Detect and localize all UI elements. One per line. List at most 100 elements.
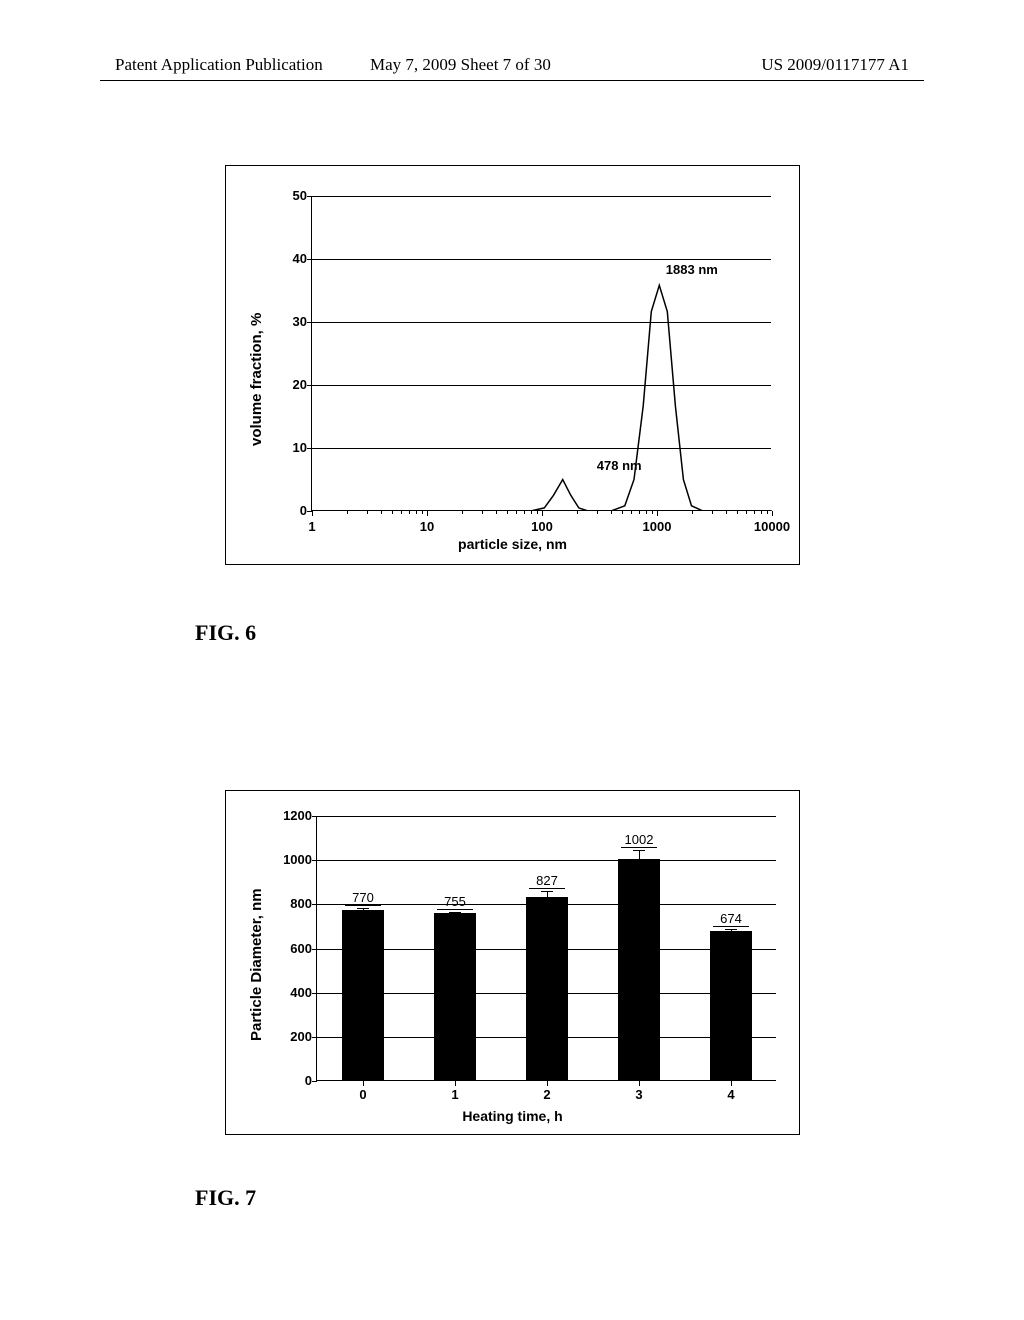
fig7-bar-value: 1002	[625, 832, 654, 847]
fig7-ytick-label: 400	[272, 985, 312, 1000]
fig6-xtick-minor	[754, 511, 755, 514]
figure-7-chart: Particle Diameter, nm 020040060080010001…	[225, 790, 800, 1135]
fig7-xtick-label: 3	[629, 1087, 649, 1102]
fig6-xtick-minor	[392, 511, 393, 514]
fig7-bar-value-underline	[345, 905, 381, 906]
header-date-sheet: May 7, 2009 Sheet 7 of 30	[370, 55, 551, 75]
fig7-bar-value-underline	[713, 926, 749, 927]
fig6-ytick-label: 40	[277, 251, 307, 266]
fig6-xtick-minor	[646, 511, 647, 514]
fig7-ytick	[312, 1081, 317, 1082]
fig6-xtick-minor	[692, 511, 693, 514]
fig6-peak-label: 1883 nm	[666, 262, 718, 277]
figure-6-caption: FIG. 6	[195, 620, 256, 646]
fig6-xtick-minor	[737, 511, 738, 514]
fig6-xtick-minor	[507, 511, 508, 514]
fig7-y-label: Particle Diameter, nm	[248, 888, 265, 1041]
fig7-bar-value: 770	[352, 890, 374, 905]
fig6-xtick-minor	[524, 511, 525, 514]
fig7-ytick	[312, 1037, 317, 1038]
fig6-ytick-label: 30	[277, 314, 307, 329]
fig6-xtick-minor	[409, 511, 410, 514]
fig6-xtick-minor	[422, 511, 423, 514]
fig7-bar	[710, 931, 751, 1080]
fig6-xtick-minor	[652, 511, 653, 514]
fig7-bar-value: 755	[444, 894, 466, 909]
fig7-bar-value-underline	[529, 888, 565, 889]
fig7-error-bar	[639, 850, 640, 860]
figure-6-container: volume fraction, % 0 10 20 30 40 50 1 10 100 1000…	[225, 165, 800, 565]
fig7-xtick-label: 2	[537, 1087, 557, 1102]
fig7-gridline	[317, 816, 776, 817]
fig6-xtick-minor	[622, 511, 623, 514]
fig7-x-label: Heating time, h	[226, 1108, 799, 1124]
fig7-ytick-label: 1000	[272, 852, 312, 867]
fig6-curve	[312, 196, 772, 511]
fig7-xtick-label: 4	[721, 1087, 741, 1102]
fig7-xtick	[547, 1081, 548, 1086]
fig6-xtick-minor	[597, 511, 598, 514]
fig7-error-cap	[725, 929, 737, 930]
fig7-ytick-label: 800	[272, 896, 312, 911]
fig7-ytick	[312, 816, 317, 817]
fig7-ytick-label: 200	[272, 1029, 312, 1044]
fig7-xtick	[639, 1081, 640, 1086]
fig7-xtick	[363, 1081, 364, 1086]
fig7-gridline	[317, 860, 776, 861]
fig6-xtick-label: 10	[407, 519, 447, 534]
fig7-error-cap	[357, 908, 369, 909]
fig7-xtick-label: 1	[445, 1087, 465, 1102]
fig6-xtick-label: 100	[522, 519, 562, 534]
fig7-ytick	[312, 860, 317, 861]
fig6-xtick-minor	[367, 511, 368, 514]
fig6-xtick-label: 1000	[637, 519, 677, 534]
fig6-ytick-label: 50	[277, 188, 307, 203]
fig7-ytick-label: 600	[272, 941, 312, 956]
fig6-xtick	[427, 511, 428, 516]
fig7-ytick-label: 1200	[272, 808, 312, 823]
fig6-xtick-minor	[496, 511, 497, 514]
fig6-ytick-label: 20	[277, 377, 307, 392]
fig7-bar	[618, 859, 659, 1080]
fig6-xtick-label: 1	[292, 519, 332, 534]
header-patent-number: US 2009/0117177 A1	[761, 55, 909, 75]
figure-7-container: Particle Diameter, nm 020040060080010001…	[225, 790, 800, 1135]
fig6-peak-label: 478 nm	[597, 458, 642, 473]
fig7-bar	[342, 910, 383, 1080]
fig6-xtick-minor	[482, 511, 483, 514]
fig6-ytick-label: 0	[277, 503, 307, 518]
fig6-plot-area: 01020304050110100100010000478 nm1883 nm	[311, 196, 771, 511]
fig6-xtick-minor	[537, 511, 538, 514]
fig7-plot-area: 0200400600800100012000770175528273100246…	[316, 816, 776, 1081]
fig6-xtick-minor	[761, 511, 762, 514]
fig6-xtick	[312, 511, 313, 516]
fig7-error-cap	[449, 912, 461, 913]
fig7-bar	[526, 897, 567, 1080]
fig6-xtick-minor	[416, 511, 417, 514]
figure-6-chart: volume fraction, % 0 10 20 30 40 50 1 10 100 1000…	[225, 165, 800, 565]
fig6-xtick-minor	[726, 511, 727, 514]
fig6-xtick-minor	[639, 511, 640, 514]
fig7-bar-value: 674	[720, 911, 742, 926]
fig6-xtick-minor	[347, 511, 348, 514]
fig7-bar	[434, 913, 475, 1080]
fig7-xtick-label: 0	[353, 1087, 373, 1102]
fig6-xtick-minor	[381, 511, 382, 514]
fig6-xtick-minor	[746, 511, 747, 514]
fig7-ytick	[312, 904, 317, 905]
fig6-xtick-minor	[531, 511, 532, 514]
fig7-ytick	[312, 949, 317, 950]
fig6-y-label: volume fraction, %	[248, 313, 265, 446]
fig6-ytick-label: 10	[277, 440, 307, 455]
fig6-xtick-minor	[767, 511, 768, 514]
fig6-xtick	[542, 511, 543, 516]
fig7-ytick	[312, 993, 317, 994]
header-publication: Patent Application Publication	[115, 55, 323, 75]
fig6-xtick-minor	[516, 511, 517, 514]
figure-7-caption: FIG. 7	[195, 1185, 256, 1211]
fig7-bar-value: 827	[536, 873, 558, 888]
fig7-bar-value-underline	[621, 847, 657, 848]
fig6-xtick	[657, 511, 658, 516]
fig7-xtick	[455, 1081, 456, 1086]
fig6-x-label: particle size, nm	[226, 536, 799, 552]
